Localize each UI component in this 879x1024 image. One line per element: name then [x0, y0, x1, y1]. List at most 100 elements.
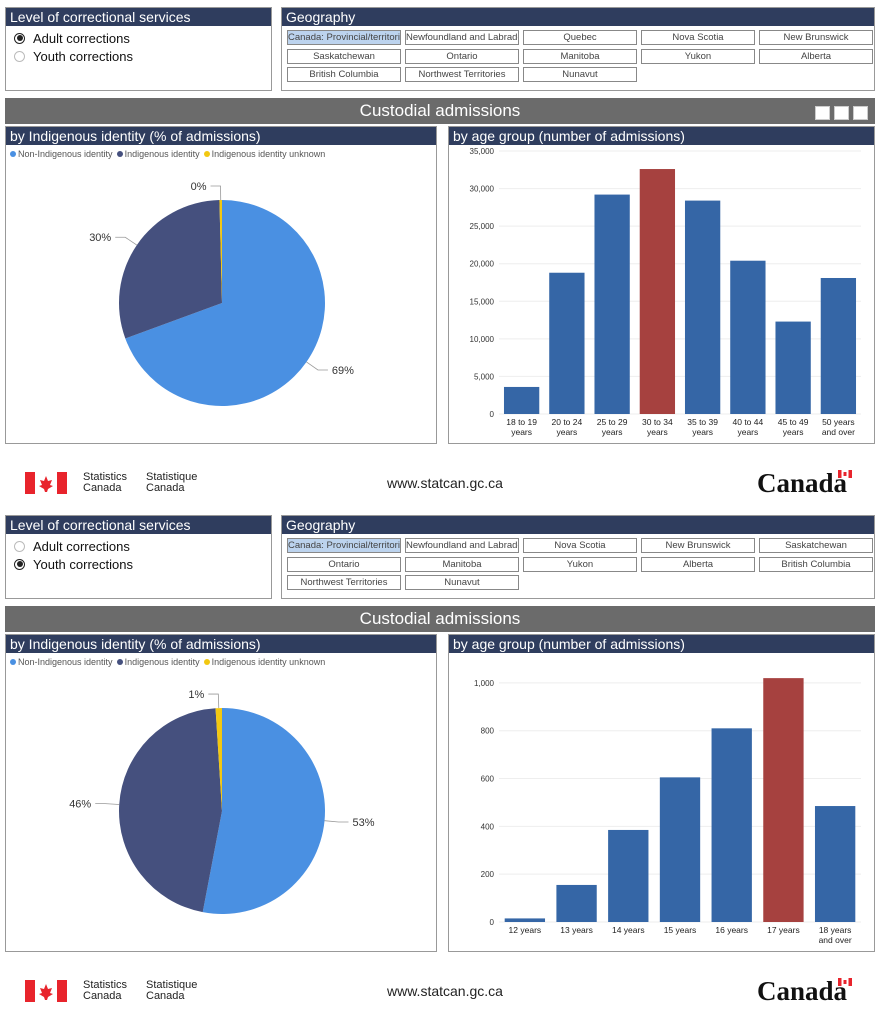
pie-slice	[219, 200, 222, 303]
footer: Statistics Canada Statistique Canada www.s…	[0, 468, 879, 498]
data-label: 1%	[188, 689, 204, 701]
geography-button[interactable]: Northwest Territories	[405, 67, 519, 82]
chart-title: by age group (number of admissions)	[449, 635, 874, 653]
geography-button[interactable]: British Columbia	[759, 556, 873, 572]
pie-slice	[118, 708, 222, 913]
bar	[594, 194, 630, 414]
filter-title: Level of correctional services	[6, 516, 271, 534]
geography-button[interactable]: Ontario	[405, 48, 519, 64]
filter-title: Level of correctional services	[6, 8, 271, 26]
agency-name-fr: Statistique Canada	[146, 979, 198, 1002]
section-title: Custodial admissions	[359, 609, 521, 628]
flag-band	[57, 980, 67, 1002]
geography-button[interactable]: Nunavut	[405, 575, 519, 590]
legend-item: Indigenous identity unknown	[203, 149, 326, 159]
bar	[684, 200, 721, 414]
flag-band	[848, 470, 852, 478]
legend-label: Non-Indigenous identity	[18, 657, 113, 667]
bar	[763, 678, 804, 922]
y-tick-label: 600	[481, 775, 495, 784]
y-tick-label: 20,000	[470, 260, 495, 269]
geography-button[interactable]: Nunavut	[523, 67, 637, 82]
geography-button[interactable]: Ontario	[287, 556, 401, 572]
bar	[814, 806, 856, 922]
bar	[730, 260, 766, 414]
legend-label: Indigenous identity unknown	[211, 149, 326, 159]
radio-option[interactable]: Adult corrections	[14, 538, 130, 554]
geography-button[interactable]: Newfoundland and Labrado	[405, 538, 519, 553]
canada-wordmark: Canada	[757, 976, 848, 1006]
geography-filter: Geography Canada: Provincial/territoria Ne…	[281, 515, 875, 599]
radio-label: Youth corrections	[33, 556, 133, 572]
geography-button[interactable]: Yukon	[641, 48, 755, 64]
visual-icon[interactable]	[853, 106, 868, 120]
bar	[608, 829, 649, 922]
y-tick-label: 30,000	[470, 185, 495, 194]
filter-title: Geography	[282, 8, 874, 26]
geography-button[interactable]: Alberta	[641, 556, 755, 572]
bar	[775, 321, 811, 414]
x-tick-label: 13 years	[560, 925, 593, 935]
legend-swatch	[10, 659, 16, 665]
x-tick-label: 25 to 29 years	[596, 417, 628, 437]
filter-title: Geography	[282, 516, 874, 534]
flag-band	[57, 472, 67, 494]
visual-icon[interactable]	[834, 106, 849, 120]
geography-button[interactable]: Quebec	[523, 30, 637, 45]
geography-button[interactable]: New Brunswick	[641, 538, 755, 553]
geography-button[interactable]: Canada: Provincial/territoria	[287, 30, 401, 45]
geography-button[interactable]: British Columbia	[287, 67, 401, 82]
y-tick-label: 35,000	[470, 147, 495, 156]
x-tick-label: 50 years and over	[821, 417, 855, 437]
geography-button[interactable]: Canada: Provincial/territoria	[287, 538, 401, 553]
radio-button[interactable]	[14, 32, 25, 44]
geography-button[interactable]: Saskatchewan	[759, 538, 873, 553]
pie-slice	[215, 708, 222, 811]
radio-label: Youth corrections	[33, 48, 133, 64]
leader-line	[306, 361, 328, 371]
flag-icon	[25, 980, 67, 1002]
data-label: 53%	[352, 817, 374, 829]
geography-button[interactable]: Nova Scotia	[641, 30, 755, 45]
geography-button[interactable]: Alberta	[759, 48, 873, 64]
maple-leaf	[843, 472, 847, 476]
legend-swatch	[116, 151, 123, 157]
pie-chart: 53% 46% 1%	[69, 689, 375, 914]
radio-option[interactable]: Adult corrections	[14, 30, 130, 46]
radio-button[interactable]	[14, 540, 25, 552]
flag-icon	[25, 472, 67, 494]
bar	[504, 918, 546, 922]
legend-item: Non-Indigenous identity	[10, 657, 113, 667]
x-tick-label: 12 years	[508, 925, 542, 935]
radio-option[interactable]: Youth corrections	[14, 556, 133, 572]
flag-band	[838, 470, 842, 478]
geography-button[interactable]: Manitoba	[405, 556, 519, 572]
radio-button[interactable]	[14, 558, 25, 570]
geography-button[interactable]: Saskatchewan	[287, 48, 401, 64]
level-filter: Level of correctional services Adult corr…	[5, 7, 272, 91]
section-header: Custodial admissions	[5, 606, 875, 632]
x-tick-label: 14 years	[611, 925, 645, 935]
bar	[711, 728, 752, 922]
geography-button[interactable]: Northwest Territories	[287, 575, 401, 590]
legend-item: Non-Indigenous identity	[10, 149, 113, 159]
bar	[659, 777, 701, 922]
geography-button[interactable]: Yukon	[523, 556, 637, 572]
data-label: 46%	[69, 799, 91, 811]
legend-item: Indigenous identity	[116, 657, 200, 667]
geography-button[interactable]: New Brunswick	[759, 30, 873, 45]
geography-button[interactable]: Newfoundland and Labrado	[405, 30, 519, 45]
visual-icon[interactable]	[815, 106, 830, 120]
radio-button[interactable]	[14, 50, 25, 62]
agency-name-en: Statistics Canada	[83, 979, 128, 1002]
x-tick-label: 18 years and over	[818, 925, 852, 945]
geography-button[interactable]: Nova Scotia	[523, 538, 637, 553]
legend-label: Indigenous identity unknown	[211, 657, 326, 667]
radio-option[interactable]: Youth corrections	[14, 48, 133, 64]
y-tick-label: 15,000	[470, 297, 495, 306]
geography-button[interactable]: Manitoba	[523, 48, 637, 64]
bar-card: by age group (number of admissions) 0 200 4…	[448, 634, 875, 952]
bar-chart: 0 5,000 10,000 15,000 20,000 25,000 30,000 35,0…	[470, 147, 861, 419]
leader-line	[324, 820, 349, 823]
